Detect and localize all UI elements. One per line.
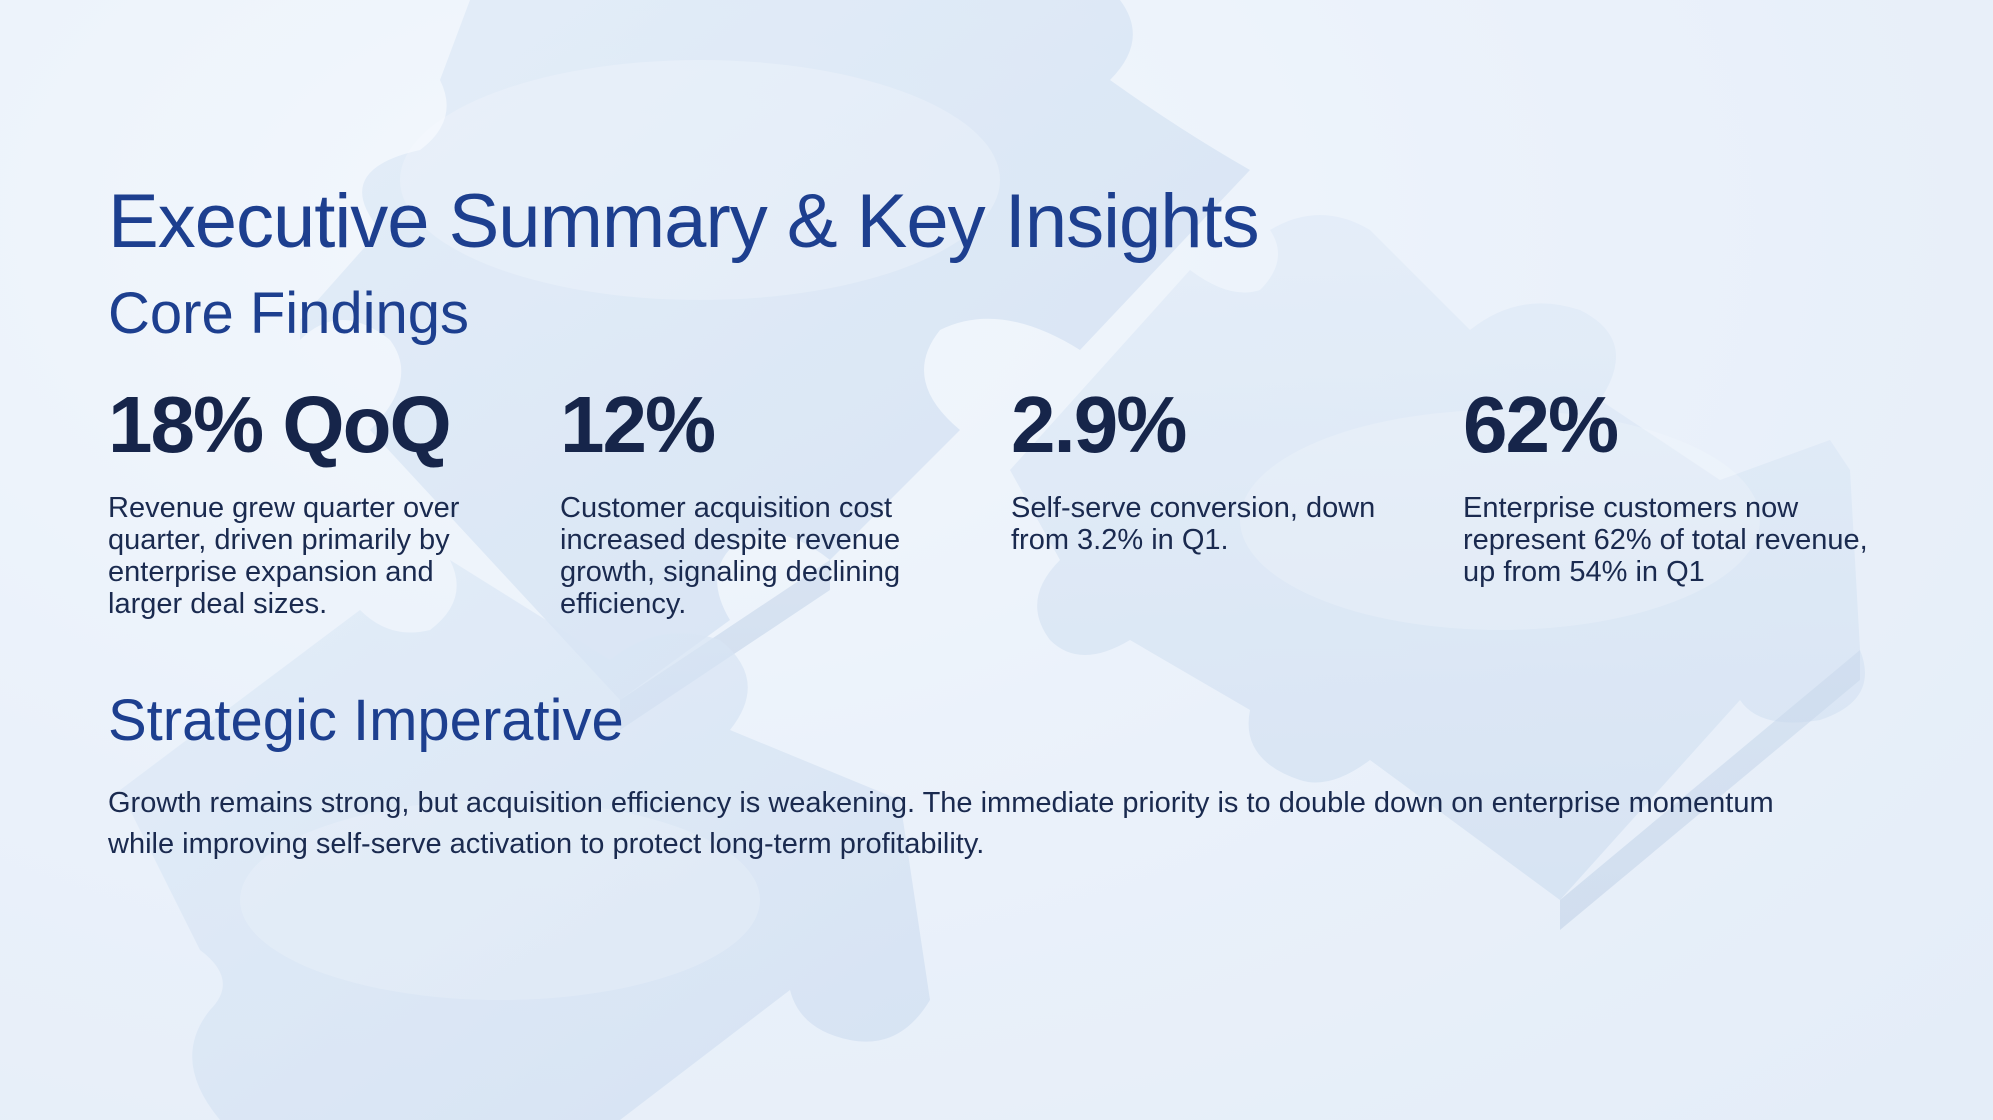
stat-value: 62%	[1463, 380, 1619, 470]
stat-card: 62% Enterprise customers now represent 6…	[1463, 380, 1868, 589]
key-stats: 18% QoQ Revenue grew quarter over quarte…	[108, 385, 1908, 645]
slide-content: Executive Summary & Key Insights Core Fi…	[108, 180, 1908, 864]
slide-title: Executive Summary & Key Insights	[108, 179, 1260, 264]
stat-value: 18% QoQ	[108, 380, 452, 470]
stat-value: 12%	[560, 380, 716, 470]
stat-description: Customer acquisition cost increased desp…	[560, 492, 901, 621]
stat-description: Revenue grew quarter over quarter, drive…	[108, 492, 460, 621]
stat-description: Self-serve conversion, down from 3.2% in…	[1011, 492, 1376, 557]
stat-card: 12% Customer acquisition cost increased …	[560, 385, 960, 621]
stat-card: 2.9% Self-serve conversion, down from 3.…	[1011, 385, 1411, 557]
slide-subtitle: Core Findings	[108, 280, 470, 346]
stat-card: 18% QoQ Revenue grew quarter over quarte…	[108, 385, 508, 621]
section-title: Strategic Imperative	[108, 688, 624, 754]
section-body: Growth remains strong, but acquisition e…	[108, 787, 1774, 860]
stat-value: 2.9%	[1011, 380, 1187, 470]
stat-description: Enterprise customers now represent 62% o…	[1463, 492, 1868, 589]
